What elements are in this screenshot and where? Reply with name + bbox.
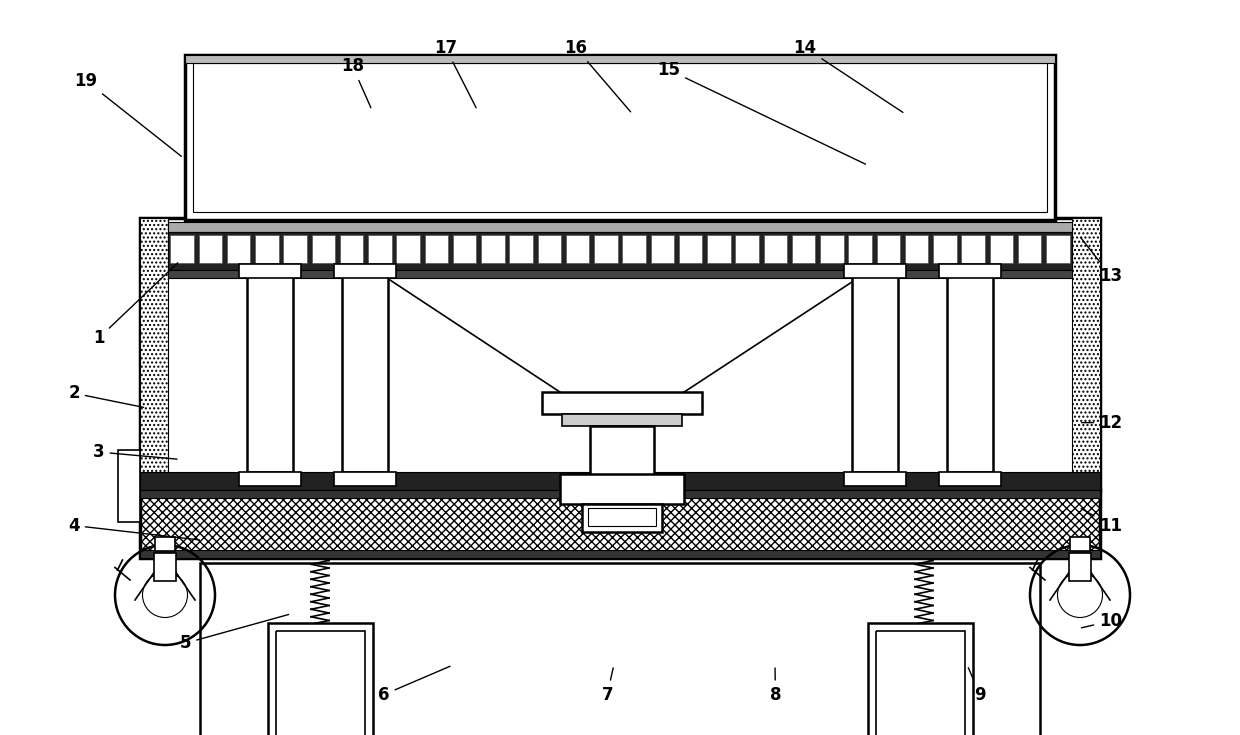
Bar [990,235,1013,263]
Bar [185,55,1055,220]
Bar [792,235,816,263]
Bar [1018,235,1042,263]
Bar [939,472,1001,486]
Bar [735,235,759,263]
Text: 10: 10 [1081,612,1122,630]
Bar [510,235,533,263]
Bar [334,264,396,278]
Bar [283,235,308,263]
Bar [227,235,250,263]
Bar [1069,553,1091,581]
Text: 4: 4 [68,517,200,540]
Text: 19: 19 [74,72,181,157]
Text: 7: 7 [601,668,614,703]
Bar [255,235,279,263]
Bar [167,270,1073,278]
Bar [877,235,900,263]
Text: 1: 1 [93,263,177,347]
Bar [277,631,365,735]
Text: 8: 8 [770,668,781,703]
Text: 2: 2 [68,384,144,407]
Bar [340,235,363,263]
Bar [247,276,293,472]
Text: 17: 17 [434,39,476,108]
Bar [118,450,140,522]
Bar [424,235,448,263]
Bar [311,235,335,263]
Bar [852,276,898,472]
Bar [590,426,653,484]
Bar [820,235,843,263]
Bar [588,508,656,526]
Bar [368,235,392,263]
Bar [939,264,1001,278]
Bar [875,631,965,735]
Bar [542,392,702,414]
Bar [167,232,1073,270]
Bar [1047,235,1070,263]
Bar [198,235,222,263]
Bar [582,504,662,532]
Bar [844,264,906,278]
Bar [397,235,420,263]
Bar [140,472,1100,490]
Bar [140,490,1100,558]
Bar [537,235,562,263]
Bar [154,553,176,581]
Text: 18: 18 [341,57,371,108]
Bar [848,235,872,263]
Bar [140,490,1100,498]
Bar [844,472,906,486]
Bar [155,537,175,551]
Bar [453,235,476,263]
Bar [560,474,684,504]
Bar [239,264,301,278]
Bar [562,414,682,426]
Bar [334,472,396,486]
Bar [764,235,787,263]
Bar [565,235,589,263]
Bar [961,235,985,263]
Text: 9: 9 [968,667,986,703]
Bar [1070,537,1090,551]
Bar [932,235,957,263]
Bar [707,235,730,263]
Bar [200,563,1040,735]
Text: 16: 16 [564,39,631,112]
Text: 3: 3 [93,443,177,461]
Text: 15: 15 [657,61,866,164]
Bar [868,623,973,735]
Text: 5: 5 [180,614,289,652]
Text: 6: 6 [378,666,450,703]
Bar [170,235,193,263]
Bar [342,276,388,472]
Bar [185,55,1055,63]
Text: 11: 11 [1081,509,1122,534]
Bar [678,235,703,263]
Bar [947,276,993,472]
Bar [905,235,929,263]
Bar [193,63,1047,212]
Bar [140,550,1100,558]
Bar [481,235,505,263]
Bar [239,472,301,486]
Bar [622,235,646,263]
Bar [594,235,618,263]
Bar [167,222,1073,232]
Bar [140,218,167,490]
Text: 12: 12 [1081,414,1122,431]
Text: 13: 13 [1080,237,1122,284]
Text: 14: 14 [794,39,903,112]
Bar [651,235,675,263]
Bar [268,623,373,735]
Bar [1073,218,1100,490]
Bar [140,218,1100,490]
